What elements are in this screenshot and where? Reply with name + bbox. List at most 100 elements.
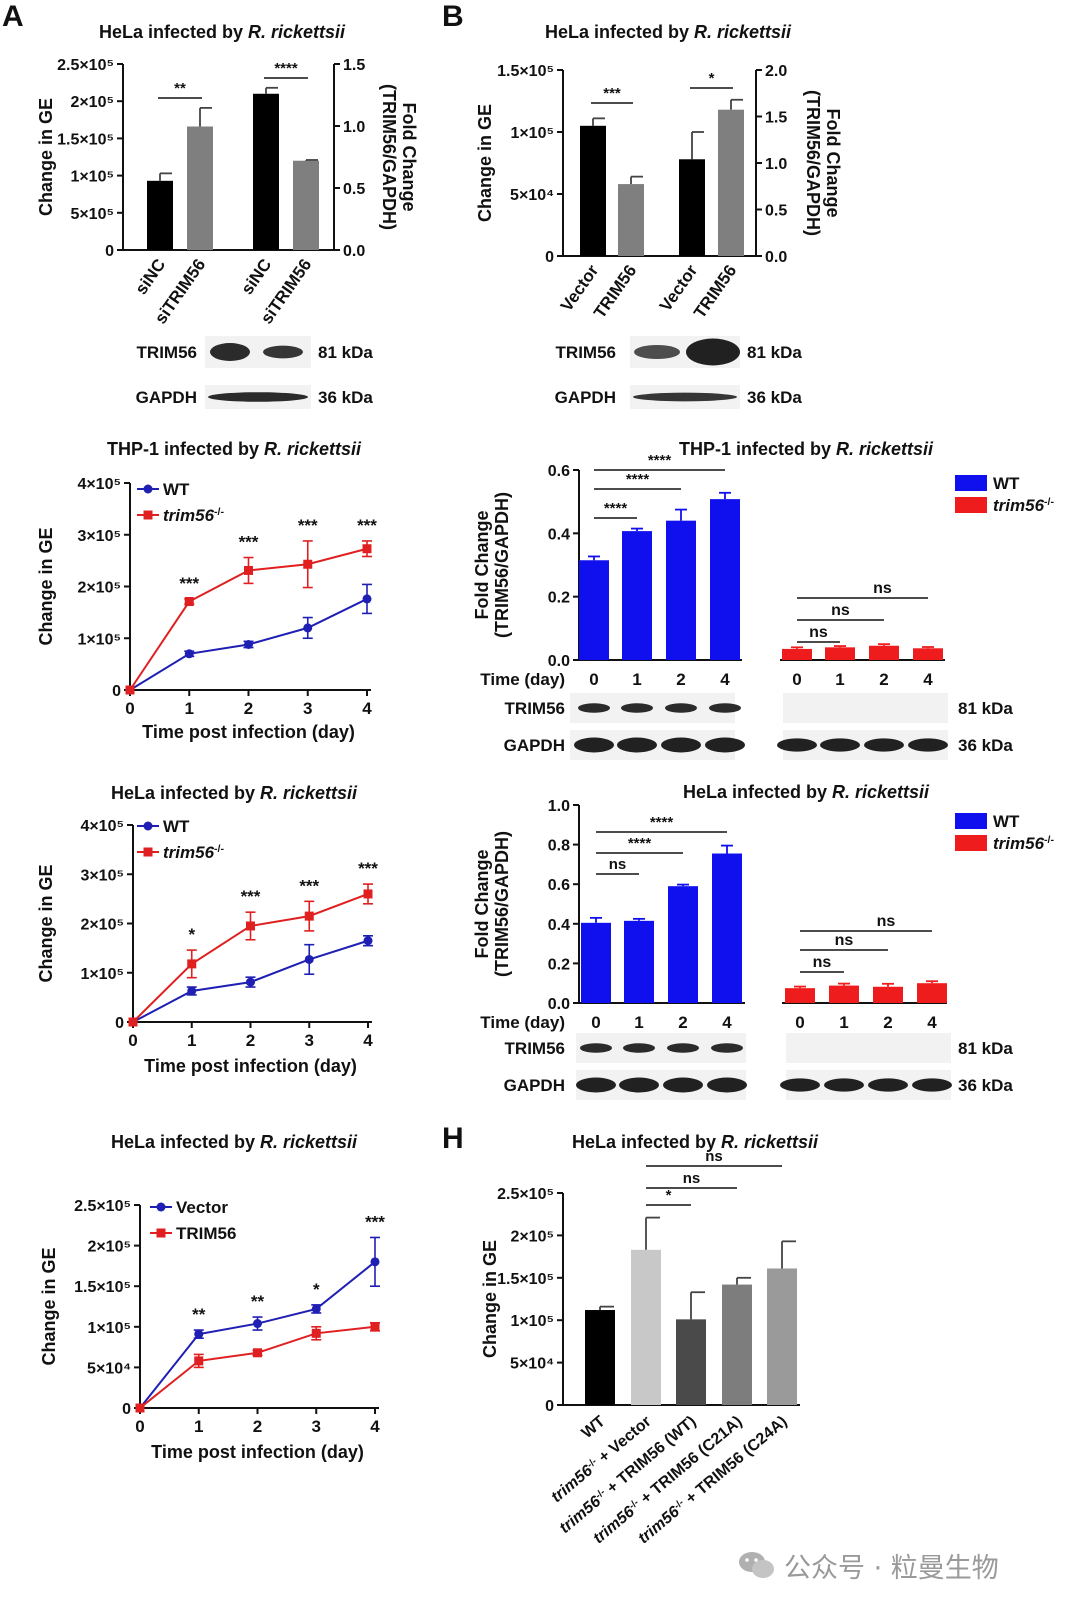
blot-band xyxy=(208,392,308,402)
data-point xyxy=(125,685,135,695)
y2-axis-label: Fold Change xyxy=(823,109,843,218)
bar xyxy=(825,647,855,660)
data-point xyxy=(184,597,194,607)
x-tick-label: 1 xyxy=(839,1013,848,1032)
blot-band xyxy=(574,737,614,753)
blot-band xyxy=(665,703,697,713)
blot-background xyxy=(786,1033,951,1063)
blot-band xyxy=(824,1078,864,1092)
western-blot xyxy=(570,730,745,760)
blot-size: 36 kDa xyxy=(318,388,373,407)
legend-marker xyxy=(143,821,153,831)
x-tick-label: 1 xyxy=(185,699,194,718)
x-tick-label: 2 xyxy=(883,1013,892,1032)
y-tick-label: 0 xyxy=(105,243,114,260)
x-tick-label: 2 xyxy=(678,1013,687,1032)
blot-band xyxy=(667,1043,699,1053)
y-tick-label: 0 xyxy=(122,1401,131,1418)
legend-label: trim56-/- xyxy=(993,834,1054,853)
y-tick-label: 3×10⁵ xyxy=(77,528,121,545)
western-blot xyxy=(780,1070,952,1100)
wechat-icon xyxy=(738,1550,776,1580)
significance-label: ns xyxy=(683,1170,701,1187)
legend-swatch xyxy=(955,497,987,513)
significance-label: **** xyxy=(626,471,650,488)
x-tick-label: 0 xyxy=(125,699,134,718)
y-tick-label: 5×10⁴ xyxy=(87,1360,131,1377)
legend-label: Vector xyxy=(176,1198,228,1217)
y-tick-label: 0.8 xyxy=(548,838,570,855)
western-blot xyxy=(576,1070,747,1100)
x-axis-label: Time post infection (day) xyxy=(144,1056,357,1076)
data-point xyxy=(363,936,373,946)
blot-size: 36 kDa xyxy=(958,736,1013,755)
blot-band xyxy=(633,392,737,402)
data-point xyxy=(194,1356,204,1366)
bar xyxy=(581,922,611,1003)
western-blot xyxy=(205,385,311,409)
x-tick-label: 3 xyxy=(303,699,312,718)
significance-label: ns xyxy=(873,580,892,597)
y2-tick-label: 1.5 xyxy=(343,57,365,74)
legend-label: WT xyxy=(993,474,1020,493)
blot-band xyxy=(619,1077,659,1093)
bar xyxy=(913,648,943,660)
x-axis-label: Time post infection (day) xyxy=(142,722,355,742)
significance-label: **** xyxy=(274,60,298,77)
y-axis-label: (TRIM56/GAPDH) xyxy=(492,831,512,977)
blot-band xyxy=(709,703,741,713)
y-axis-label: Change in GE xyxy=(475,104,495,222)
blot-band xyxy=(263,345,303,359)
y-tick-label: 1.5×10⁵ xyxy=(57,131,114,148)
watermark-text: 公众号 · 粒曼生物 xyxy=(784,1552,999,1584)
data-point xyxy=(362,544,372,554)
y-tick-label: 0 xyxy=(545,249,554,266)
x-tick-label: 1 xyxy=(835,670,844,689)
legend-marker xyxy=(143,484,153,494)
bar xyxy=(710,499,740,660)
legend-label: WT xyxy=(163,817,190,836)
x-tick-label: 0 xyxy=(589,670,598,689)
legend-label: trim56-/- xyxy=(163,506,224,525)
bar xyxy=(579,560,609,660)
y-axis-label: Fold Change xyxy=(472,850,492,959)
significance-label: **** xyxy=(628,835,652,852)
significance-label: ns xyxy=(877,913,896,930)
western-blot xyxy=(786,1033,951,1063)
western-blot xyxy=(630,336,740,368)
bar xyxy=(293,160,319,250)
significance-label: *** xyxy=(239,533,259,552)
x-tick-label: 0 xyxy=(795,1013,804,1032)
significance-label: ** xyxy=(192,1305,206,1324)
x-tick-label: 0 xyxy=(128,1031,137,1050)
data-point xyxy=(303,623,313,633)
y2-tick-label: 1.0 xyxy=(343,119,365,136)
x-tick-label: 2 xyxy=(253,1417,262,1436)
y-tick-label: 0.6 xyxy=(548,877,570,894)
y-tick-label: 0.0 xyxy=(548,653,570,670)
x-tick-label: 3 xyxy=(312,1417,321,1436)
x-tick-label: 1 xyxy=(194,1417,203,1436)
western-blot xyxy=(777,730,948,760)
panel-letter: B xyxy=(442,0,464,33)
y-tick-label: 0 xyxy=(545,1398,554,1415)
x-tick-label: 2 xyxy=(244,699,253,718)
data-point xyxy=(187,959,197,969)
legend-label: TRIM56 xyxy=(176,1224,236,1243)
y2-tick-label: 1.0 xyxy=(765,156,787,173)
blot-label: TRIM56 xyxy=(505,1039,565,1058)
blot-label: TRIM56 xyxy=(505,699,565,718)
bar xyxy=(187,126,213,250)
blot-band xyxy=(820,738,860,752)
data-point xyxy=(311,1328,321,1338)
y-tick-label: 2×10⁵ xyxy=(87,1239,131,1256)
bar xyxy=(676,1319,706,1405)
data-point xyxy=(311,1304,321,1314)
blot-band xyxy=(777,738,817,752)
x-tick-label: siNC xyxy=(131,255,169,298)
y2-tick-label: 2.0 xyxy=(765,63,787,80)
significance-label: * xyxy=(188,925,195,944)
x-axis-label: Time (day) xyxy=(480,1013,565,1032)
blot-band xyxy=(661,737,701,753)
